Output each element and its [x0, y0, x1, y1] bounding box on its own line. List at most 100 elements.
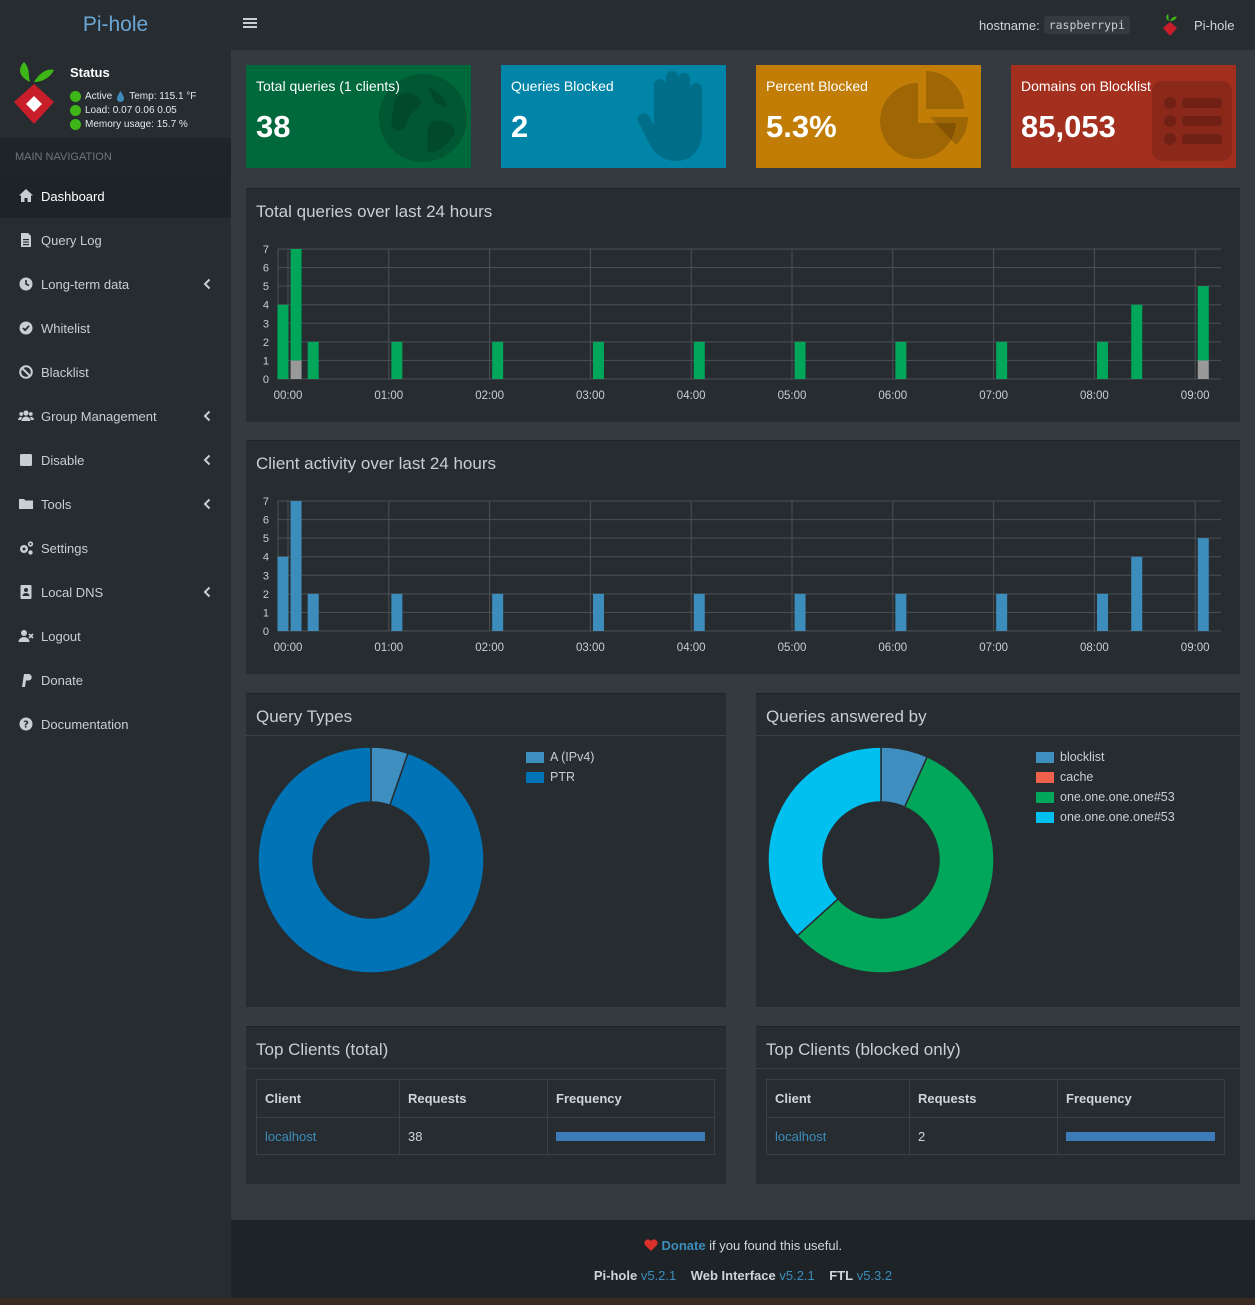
bar-permitted[interactable]	[1096, 341, 1108, 379]
bar-permitted[interactable]	[592, 341, 604, 379]
bar-client-activity[interactable]	[592, 593, 604, 631]
bar-permitted[interactable]	[391, 341, 403, 379]
bar-client-activity[interactable]	[290, 501, 302, 631]
queries-chart[interactable]: 0 1 2 3 4 5 6 7 00:00 01:00 02:00 03:00 04:00 05:00 06…	[246, 231, 1240, 421]
column-header-frequency[interactable]: Frequency	[1057, 1079, 1225, 1118]
file-icon	[18, 232, 34, 248]
domains-blocklist-card[interactable]: Domains on Blocklist 85,053	[1011, 65, 1236, 168]
sidebar-item-label: Long-term data	[41, 276, 130, 292]
sidebar-item-logout[interactable]: Logout	[0, 614, 231, 658]
sidebar-item-donate[interactable]: Donate	[0, 658, 231, 702]
sidebar-item-tools[interactable]: Tools	[0, 482, 231, 526]
legend-swatch	[1036, 791, 1054, 803]
status-title: Status	[70, 65, 110, 80]
bar-client-activity[interactable]	[277, 556, 289, 631]
bar-blocked[interactable]	[290, 360, 302, 379]
legend-item[interactable]: PTR	[526, 767, 594, 787]
total-queries-card[interactable]: Total queries (1 clients) 38	[246, 65, 471, 168]
y-tick-label: 7	[263, 496, 269, 508]
sidebar-item-query-log[interactable]: Query Log	[0, 218, 231, 262]
bar-client-activity[interactable]	[693, 593, 705, 631]
sidebar-item-documentation[interactable]: ? Documentation	[0, 702, 231, 746]
x-tick-label: 02:00	[475, 390, 504, 402]
x-tick-label: 09:00	[1181, 390, 1210, 402]
sidebar-item-blacklist[interactable]: Blacklist	[0, 350, 231, 394]
legend-item[interactable]: one.one.one.one#53	[1036, 787, 1175, 807]
bar-permitted[interactable]	[693, 341, 705, 379]
x-tick-label: 01:00	[374, 642, 403, 654]
legend-swatch	[1036, 811, 1054, 823]
donut-slice[interactable]	[257, 746, 485, 974]
column-header-client[interactable]: Client	[256, 1079, 400, 1118]
sidebar-item-long-term-data[interactable]: Long-term data	[0, 262, 231, 306]
query-types-legend: A (IPv4) PTR	[526, 747, 594, 787]
percent-blocked-card[interactable]: Percent Blocked 5.3%	[756, 65, 981, 168]
bar-client-activity[interactable]	[1131, 556, 1143, 631]
bar-permitted[interactable]	[794, 341, 806, 379]
column-header-requests[interactable]: Requests	[909, 1079, 1058, 1118]
client-link[interactable]: localhost	[265, 1128, 317, 1144]
bar-client-activity[interactable]	[391, 593, 403, 631]
x-tick-label: 06:00	[878, 390, 907, 402]
status-panel: Status Active Temp: 115.1 °F Load: 0.07 …	[0, 50, 231, 138]
donut-slice[interactable]	[796, 755, 995, 974]
sidebar-item-whitelist[interactable]: Whitelist	[0, 306, 231, 350]
load-dot-icon	[70, 105, 81, 116]
bar-client-activity[interactable]	[895, 593, 907, 631]
bar-permitted[interactable]	[996, 341, 1008, 379]
answered-by-donut[interactable]	[756, 736, 1006, 986]
bar-permitted[interactable]	[1197, 286, 1209, 361]
bar-client-activity[interactable]	[1197, 538, 1209, 631]
legend-item[interactable]: A (IPv4)	[526, 747, 594, 767]
bar-permitted[interactable]	[895, 341, 907, 379]
donate-link[interactable]: Donate	[661, 1238, 706, 1253]
bar-client-activity[interactable]	[307, 593, 319, 631]
bar-client-activity[interactable]	[492, 593, 504, 631]
ban-icon	[18, 364, 34, 380]
column-header-frequency[interactable]: Frequency	[547, 1079, 715, 1118]
query-types-box: Query Types A (IPv4) PTR	[246, 693, 726, 1007]
legend-item[interactable]: one.one.one.one#53	[1036, 807, 1175, 827]
pihole-version-link[interactable]: v5.2.1	[640, 1268, 677, 1283]
bar-permitted[interactable]	[290, 249, 302, 361]
donut-slice[interactable]	[767, 746, 882, 937]
web-version-link[interactable]: v5.2.1	[779, 1268, 815, 1283]
x-tick-label: 04:00	[677, 642, 706, 654]
app-logo[interactable]: Pi-hole	[82, 13, 149, 36]
bar-permitted[interactable]	[1131, 304, 1143, 379]
column-header-client[interactable]: Client	[766, 1079, 910, 1118]
user-times-icon	[18, 628, 34, 644]
y-tick-label: 5	[263, 281, 269, 293]
bar-client-activity[interactable]	[1096, 593, 1108, 631]
sidebar-item-dashboard[interactable]: Dashboard	[0, 174, 231, 218]
web-interface-label: Web Interface	[690, 1268, 776, 1283]
clients-chart[interactable]: 0 1 2 3 4 5 6 7 00:00 01:00 02:00 03:00 04:00 05:00 06…	[246, 483, 1240, 673]
list-icon	[1152, 81, 1232, 161]
bar-client-activity[interactable]	[996, 593, 1008, 631]
bottom-strip	[0, 1298, 1255, 1305]
main-content: Total queries (1 clients) 38 Queries Block…	[231, 50, 1255, 1220]
queries-blocked-card[interactable]: Queries Blocked 2	[501, 65, 726, 168]
status-active-line: Active Temp: 115.1 °F	[70, 91, 196, 102]
column-header-requests[interactable]: Requests	[399, 1079, 548, 1118]
footer-donate-line: Donate if you found this useful.	[231, 1238, 1255, 1253]
menu-toggle-icon[interactable]	[243, 15, 259, 35]
sidebar-item-settings[interactable]: Settings	[0, 526, 231, 570]
bar-permitted[interactable]	[277, 304, 289, 379]
query-types-donut[interactable]	[246, 736, 496, 986]
legend-item[interactable]: cache	[1036, 767, 1175, 787]
bar-client-activity[interactable]	[794, 593, 806, 631]
client-link[interactable]: localhost	[775, 1128, 827, 1144]
sidebar-item-group-management[interactable]: Group Management	[0, 394, 231, 438]
ftl-version-link[interactable]: v5.3.2	[856, 1268, 893, 1283]
bar-permitted[interactable]	[307, 341, 319, 379]
bar-blocked[interactable]	[1197, 360, 1209, 379]
legend-item[interactable]: blocklist	[1036, 747, 1175, 767]
total-queries-value: 38	[256, 109, 291, 144]
sidebar-item-local-dns[interactable]: Local DNS	[0, 570, 231, 614]
x-tick-label: 00:00	[274, 642, 303, 654]
bar-permitted[interactable]	[492, 341, 504, 379]
sidebar-item-label: Local DNS	[41, 584, 104, 600]
sidebar-item-disable[interactable]: Disable	[0, 438, 231, 482]
user-menu[interactable]: Pi-hole	[1160, 12, 1234, 38]
